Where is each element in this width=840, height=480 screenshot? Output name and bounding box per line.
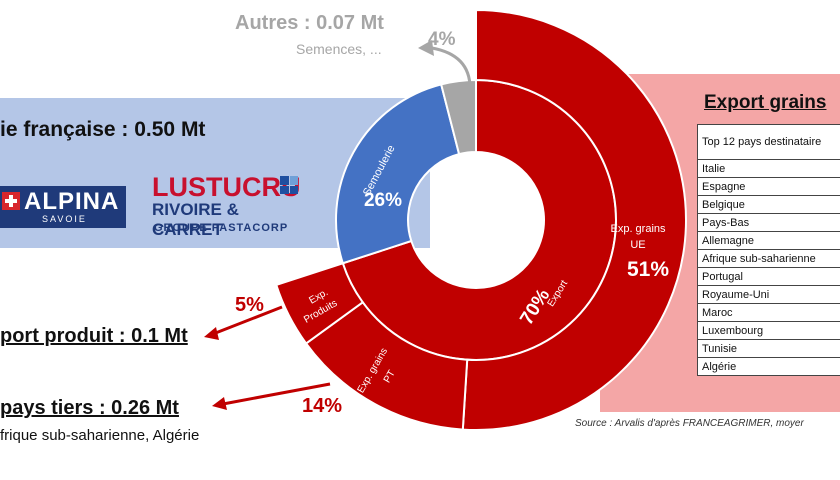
autres-sub: Semences, ... — [296, 41, 382, 57]
table-row: Luxembourg — [697, 321, 840, 340]
table-cell: Pays-Bas — [697, 213, 840, 232]
table-cell: Afrique sub-saharienne — [697, 249, 840, 268]
table-cell: Luxembourg — [697, 321, 840, 340]
table-row: Pays-Bas — [697, 213, 840, 232]
table-cell: Maroc — [697, 303, 840, 322]
lustucru-logo-name: LUSTUCRU — [152, 172, 301, 202]
autres-label: Autres : 0.07 Mt — [235, 12, 384, 34]
label-exp-grains-ue: Exp. grains — [610, 223, 666, 235]
table-cell: Allemagne — [697, 231, 840, 250]
table-row: Royaume-Uni — [697, 285, 840, 304]
table-cell: Belgique — [697, 195, 840, 214]
table-cell: Portugal — [697, 267, 840, 286]
label-semoulerie-percent: 26% — [364, 190, 402, 211]
source-note: Source : Arvalis d'après FRANCEAGRIMER, … — [575, 418, 804, 429]
autres-arrowhead — [418, 40, 434, 56]
alpina-logo: ALPINA SAVOIE — [0, 186, 126, 228]
pays-tiers-percent: 14% — [302, 395, 343, 417]
export-produit-label: port produit : 0.1 Mt — [0, 325, 188, 347]
table-cell: Royaume-Uni — [697, 285, 840, 304]
pays-tiers-arrowhead — [212, 397, 227, 410]
table-header-row: Top 12 pays destinataire — [697, 124, 840, 160]
table-row: Belgique — [697, 195, 840, 214]
table-cell: Algérie — [697, 357, 840, 376]
autres-arrow — [431, 46, 472, 89]
table-cell: Espagne — [697, 177, 840, 196]
table-row: Tunisie — [697, 339, 840, 358]
table-row: Espagne — [697, 177, 840, 196]
inner-slice-semoulerie — [335, 83, 461, 265]
export-grains-title: Export grains — [704, 92, 827, 113]
autres-percent: 4% — [428, 29, 456, 50]
outer-slice-exp-grains-ue — [461, 8, 687, 431]
table-cell: Tunisie — [697, 339, 840, 358]
pays-tiers-label: pays tiers : 0.26 Mt — [0, 397, 179, 419]
table-row: Allemagne — [697, 231, 840, 250]
lustucru-logo-line3: GROUPE PASTACORP — [154, 222, 289, 234]
table-header: Top 12 pays destinataire — [697, 124, 840, 160]
checker-squares-icon — [280, 176, 298, 194]
lustucru-logo-line2: RIVOIRE & CARRET — [152, 200, 239, 239]
inner-slice-autres — [439, 78, 477, 156]
alpina-logo-name: ALPINA — [24, 188, 120, 215]
table-row: Afrique sub-saharienne — [697, 249, 840, 268]
produit-arrow — [212, 305, 283, 336]
lustucru-logo: LUSTUCRU RIVOIRE & CARRET GROUPE PASTACO… — [152, 172, 302, 239]
table-row: Maroc — [697, 303, 840, 322]
pays-tiers-sub: frique sub-saharienne, Algérie — [0, 427, 200, 444]
alpina-logo-sub: SAVOIE — [42, 214, 87, 224]
table-row: Italie — [697, 159, 840, 178]
produits-percent: 5% — [235, 294, 264, 316]
destination-table: Top 12 pays destinataire Italie Espagne … — [697, 124, 840, 376]
swiss-cross-icon — [2, 192, 20, 210]
pays-tiers-arrow — [222, 382, 331, 406]
label-exp-grains-ue-line2: UE — [630, 239, 645, 251]
outer-slice-exp-produits — [275, 262, 365, 345]
table-cell: Italie — [697, 159, 840, 178]
label-exp-grains-ue-percent: 51% — [627, 258, 669, 281]
table-row: Portugal — [697, 267, 840, 286]
industry-label: ie française : 0.50 Mt — [0, 118, 206, 141]
produit-arrowhead — [204, 327, 219, 340]
table-row: Algérie — [697, 357, 840, 376]
